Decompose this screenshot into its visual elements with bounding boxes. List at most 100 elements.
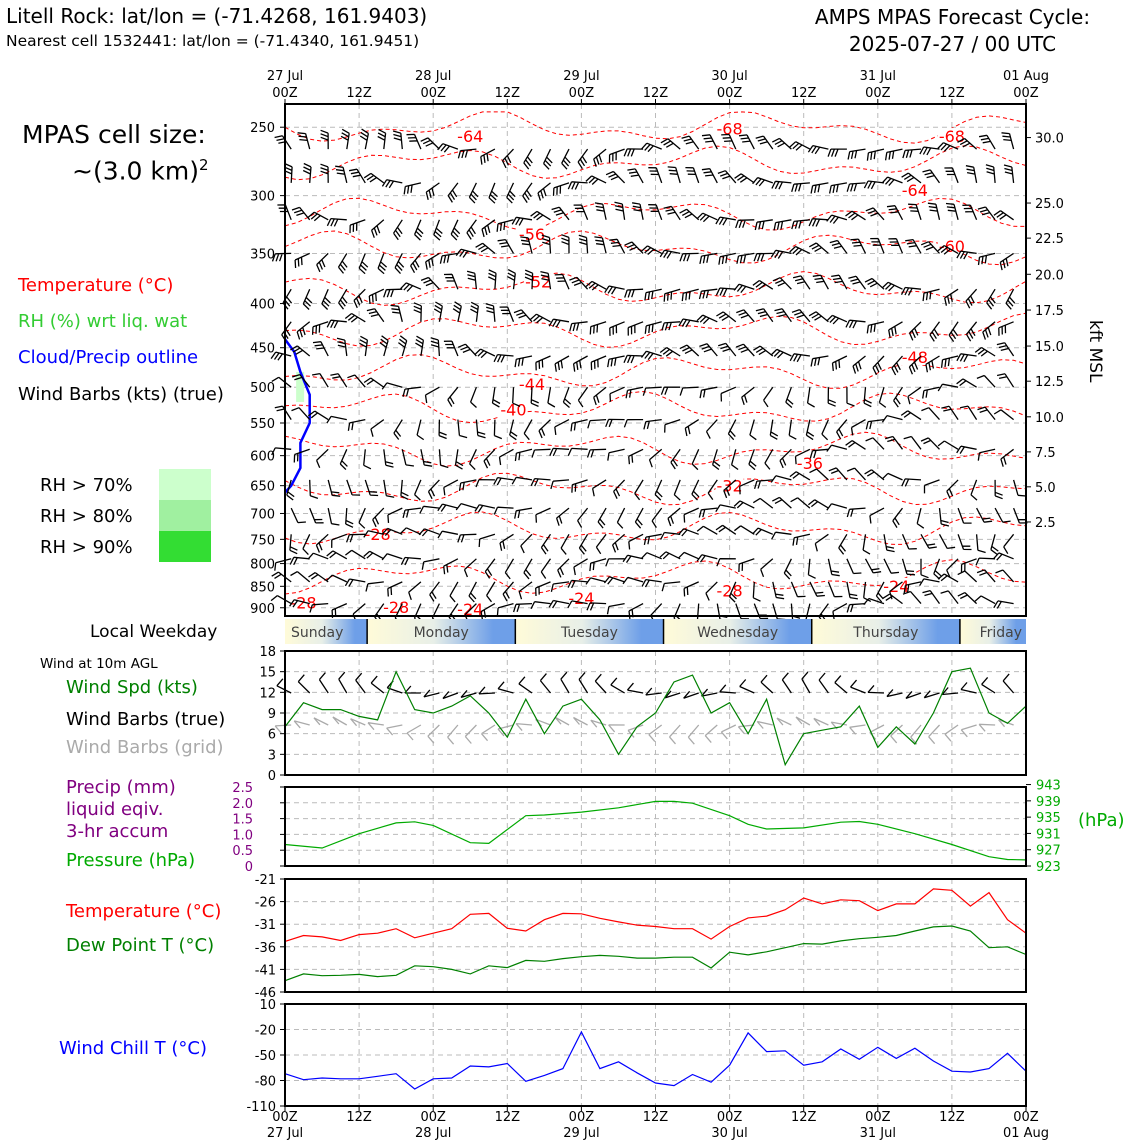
wind-barb bbox=[826, 503, 848, 511]
wind-barb bbox=[720, 386, 737, 402]
wind-barb bbox=[523, 148, 533, 170]
bottom-tick-time: 00Z bbox=[717, 1110, 743, 1125]
wind-barb bbox=[363, 449, 372, 470]
wind-barb bbox=[363, 530, 384, 538]
wind-speed-line bbox=[284, 667, 1027, 767]
wind-barb bbox=[401, 449, 414, 467]
y-tick-label: -31 bbox=[255, 918, 276, 933]
wind-barb bbox=[493, 353, 514, 363]
wind-barb bbox=[866, 321, 885, 334]
wind-barb bbox=[888, 238, 904, 254]
wind-barb bbox=[909, 321, 922, 341]
bottom-tick-date: 28 Jul bbox=[415, 1126, 451, 1140]
wind-barb bbox=[883, 534, 895, 553]
rh-swatch-80 bbox=[159, 500, 211, 531]
wind-barb-grid bbox=[464, 724, 477, 744]
wind-barb bbox=[872, 355, 885, 376]
wind-barb bbox=[736, 252, 755, 264]
wind-barb bbox=[925, 355, 940, 373]
wind-barb bbox=[900, 410, 922, 421]
wind-barb bbox=[469, 386, 478, 408]
wind-barb bbox=[836, 419, 848, 440]
wind-barb-true bbox=[683, 690, 699, 699]
wind-barb bbox=[593, 148, 607, 167]
temperature-contour bbox=[284, 559, 1027, 595]
legend-cloud: Cloud/Precip outline bbox=[18, 347, 199, 368]
wind-barb-true bbox=[610, 677, 625, 694]
wind-barb bbox=[978, 134, 996, 150]
pressure-tick-label: 400 bbox=[250, 298, 275, 313]
wind-barb bbox=[506, 182, 516, 204]
wind-barb-true bbox=[518, 676, 533, 694]
bottom-tick-time: 00Z bbox=[420, 1110, 446, 1125]
temperature-contour-label: -64 bbox=[902, 181, 928, 200]
wind-barb bbox=[807, 144, 829, 155]
wind-barb bbox=[883, 558, 900, 574]
wind-barb bbox=[862, 534, 871, 555]
wind-barb bbox=[715, 504, 736, 513]
wind-barb bbox=[717, 170, 737, 184]
wind-barb bbox=[475, 242, 496, 254]
wind-barb bbox=[769, 419, 779, 440]
wind-barb bbox=[483, 448, 496, 469]
wind-barb bbox=[663, 205, 681, 221]
wind-barb bbox=[480, 148, 496, 165]
wind-barb bbox=[771, 496, 792, 509]
wind-barb bbox=[673, 479, 681, 501]
wind-barb bbox=[848, 275, 867, 290]
wind-barb bbox=[455, 248, 477, 258]
wind-barb bbox=[509, 419, 518, 441]
wind-barb-grid bbox=[648, 724, 663, 743]
wind-barb bbox=[845, 210, 866, 221]
wind-barb bbox=[438, 419, 447, 440]
wind-barb bbox=[900, 286, 922, 296]
wind-barb bbox=[999, 252, 1014, 271]
wind-barb bbox=[491, 387, 501, 408]
wind-barb bbox=[772, 581, 785, 600]
wind-barb bbox=[344, 312, 366, 323]
top-tick-time: 00Z bbox=[717, 86, 743, 101]
wind-barb bbox=[701, 168, 718, 184]
wind-barb bbox=[884, 148, 903, 161]
wind-barb bbox=[901, 534, 917, 550]
height-axis-label: kft MSL bbox=[1085, 320, 1105, 383]
wind-barb-grid bbox=[944, 724, 959, 742]
wind-barb bbox=[905, 238, 922, 254]
wind-barb bbox=[660, 531, 681, 540]
wind-barb bbox=[291, 206, 311, 221]
wind-barb bbox=[331, 533, 348, 548]
wind-barb bbox=[415, 335, 425, 357]
wind-barb bbox=[901, 478, 922, 487]
wind-barb bbox=[327, 507, 340, 526]
wind-barb bbox=[316, 448, 329, 468]
wind-barb-true bbox=[941, 687, 959, 696]
wind-barb bbox=[916, 507, 925, 529]
y-tick-label: -26 bbox=[255, 896, 276, 911]
wind-barb bbox=[414, 479, 422, 501]
wind-barb bbox=[791, 308, 811, 323]
wind-barb bbox=[691, 479, 700, 501]
top-tick-time: 12Z bbox=[791, 86, 817, 101]
wind-barb bbox=[996, 342, 1015, 357]
wind-barb bbox=[827, 148, 847, 157]
wind-barb bbox=[573, 204, 589, 221]
wind-barb bbox=[809, 581, 825, 597]
wind-barb bbox=[993, 600, 1014, 609]
wind-barb bbox=[664, 418, 681, 433]
wind-barb-true bbox=[370, 675, 385, 694]
wind-barb bbox=[468, 581, 477, 603]
wind-barb bbox=[561, 148, 571, 170]
wind-barb bbox=[609, 386, 625, 402]
wind-barb bbox=[327, 479, 341, 497]
wind-barb bbox=[846, 387, 855, 407]
wind-barb bbox=[808, 242, 829, 254]
wind-barb bbox=[571, 479, 588, 493]
wind-barb bbox=[607, 355, 625, 368]
pressure-tick-label: 450 bbox=[250, 342, 275, 357]
temperature-contour-label: -64 bbox=[457, 127, 483, 146]
wind-barb bbox=[623, 418, 644, 428]
wind-barb bbox=[339, 449, 348, 471]
wind-barb bbox=[622, 554, 644, 563]
contour-label-bg bbox=[363, 525, 392, 542]
wind-barb bbox=[738, 558, 755, 573]
